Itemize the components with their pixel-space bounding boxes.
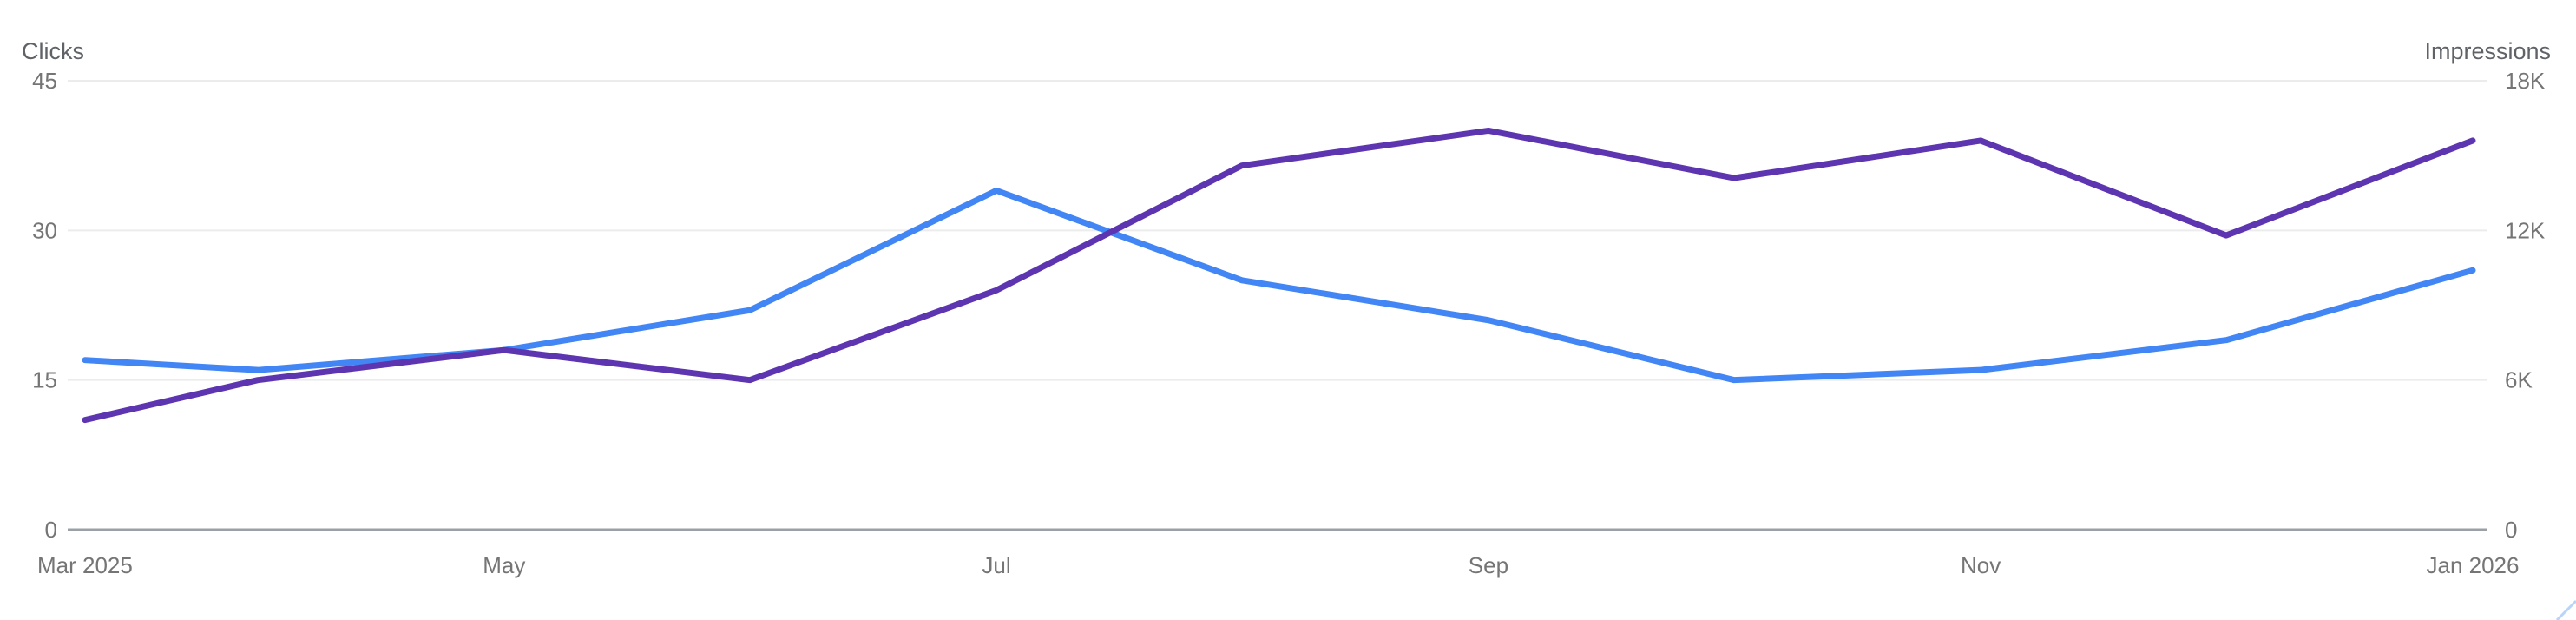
right-axis-title: Impressions [2424, 38, 2551, 64]
clicks-line-series[interactable] [82, 187, 2476, 384]
right-axis-tick-label: 12K [2505, 217, 2546, 243]
right-axis-tick-label: 6K [2505, 367, 2533, 393]
left-axis-tick-label: 15 [32, 367, 57, 393]
left-axis-tick-label: 45 [32, 68, 57, 94]
left-axis-title: Clicks [22, 38, 84, 64]
x-axis-tick-label: May [483, 552, 525, 578]
x-axis-tick-label: Mar 2025 [37, 552, 133, 578]
right-axis-tick-label: 0 [2505, 517, 2517, 543]
x-axis-tick-label: Jul [982, 552, 1010, 578]
x-axis-tick-label: Jan 2026 [2426, 552, 2519, 578]
x-axis-tick-label: Nov [1961, 552, 2001, 578]
impressions-line-series[interactable] [82, 127, 2476, 424]
left-axis-tick-label: 30 [32, 217, 57, 243]
right-axis-tick-label: 18K [2505, 68, 2546, 94]
x-axis-tick-label: Sep [1469, 552, 1508, 578]
left-axis-tick-label: 0 [45, 517, 57, 543]
corner-resize-mark [2555, 599, 2576, 620]
